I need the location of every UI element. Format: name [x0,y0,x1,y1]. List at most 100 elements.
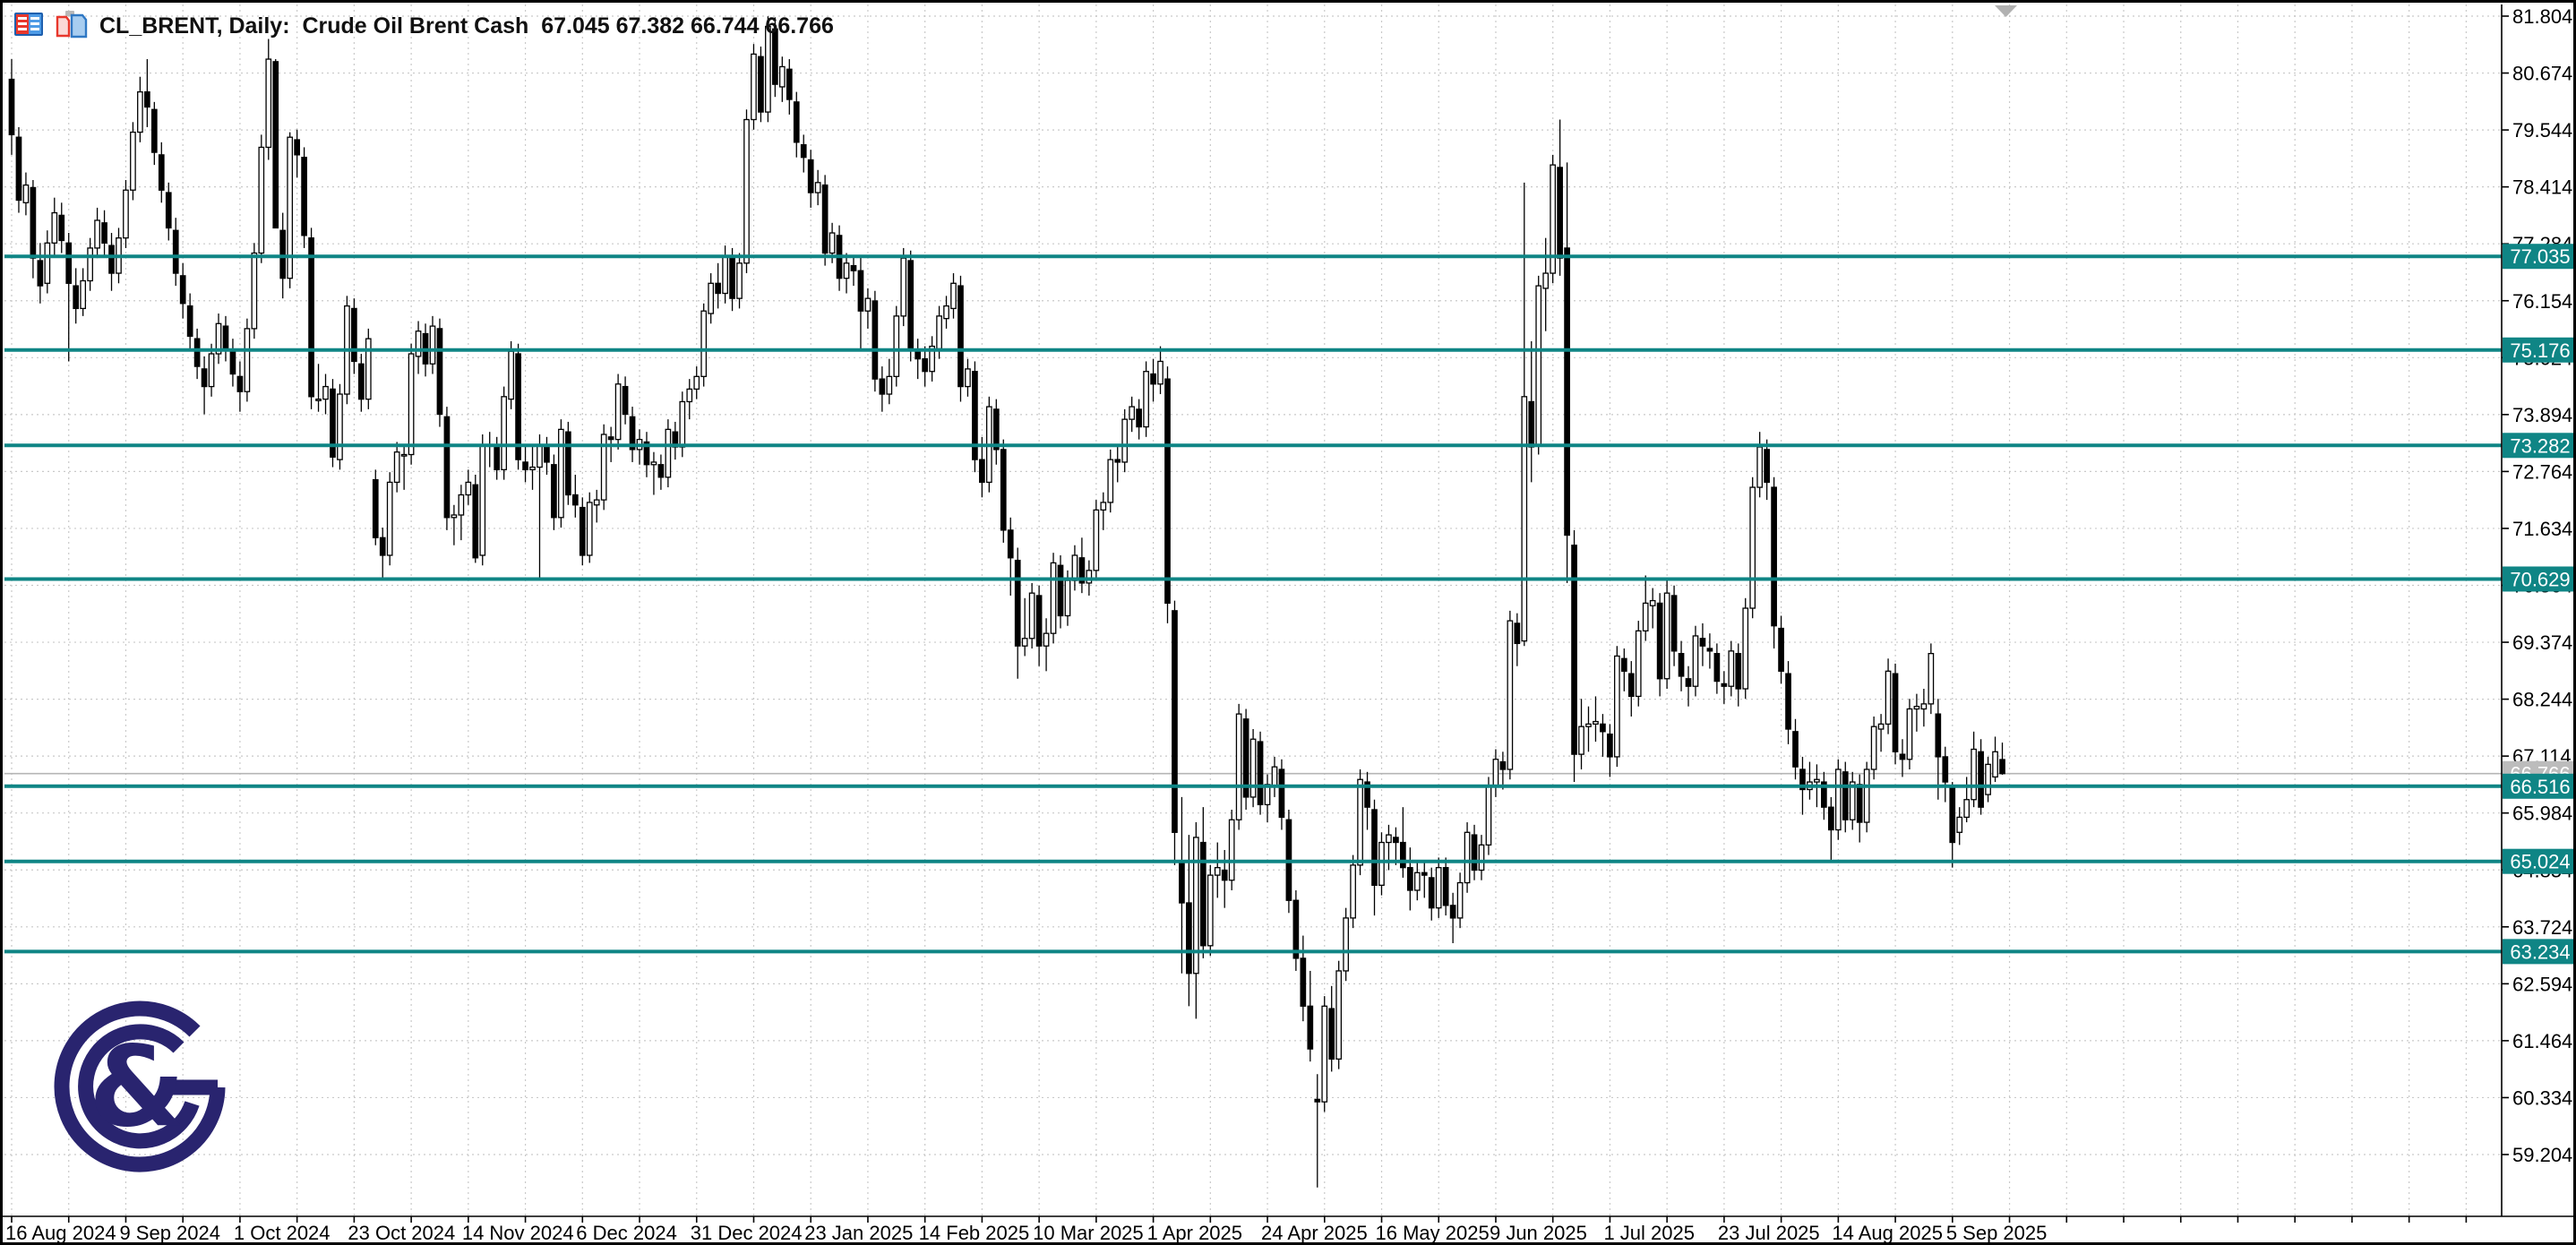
candle [872,290,879,392]
candle [1514,613,1521,666]
candle [907,250,914,362]
candle [943,296,949,329]
candle [1849,771,1856,830]
candle [558,419,564,528]
date-tick-label: 16 Aug 2024 [5,1222,116,1244]
candle [1670,585,1678,666]
candle [1421,863,1428,898]
candle [614,374,622,450]
candle [379,528,386,580]
candle [1307,970,1314,1062]
price-tick-label: 68.244 [2512,689,2572,711]
candle [393,442,400,493]
candle [1428,867,1435,921]
candle [37,243,44,304]
date-tick-label: 6 Dec 2024 [576,1222,677,1244]
price-chart[interactable]: 81.80480.67479.54478.41477.28476.15475.0… [3,3,2576,1245]
price-level-badge-label: 65.024 [2510,851,2570,873]
candle [429,315,436,374]
price-tick-label: 71.634 [2512,518,2572,540]
date-tick-label: 1 Oct 2024 [234,1222,331,1244]
candle [786,59,793,115]
candle [58,202,65,253]
candle [1742,597,1749,700]
candle [357,354,365,412]
candle [1728,640,1735,697]
candle [1235,703,1242,830]
candle [193,328,201,380]
candle [793,91,800,158]
candle [1000,439,1007,543]
candle [1257,731,1264,815]
candle [1021,597,1028,657]
candle [1706,633,1713,669]
svg-text:&: & [89,1023,185,1152]
candle [1164,366,1171,623]
candle [108,233,115,291]
candle [1978,739,1984,815]
price-tick-label: 81.804 [2512,5,2572,28]
candle [593,489,600,523]
candle [1371,799,1378,916]
candle [1100,492,1107,530]
candle [1014,547,1021,679]
price-tick-label: 59.204 [2512,1144,2572,1166]
chart-background [3,3,2573,1242]
chart-title-symbol: CL_BRENT, Daily: Crude Oil Brent Cash 67… [99,13,834,39]
price-level-badge-label: 70.629 [2510,568,2570,590]
candle [1521,182,1528,647]
candle [1842,761,1849,833]
candle [1571,529,1577,783]
candle [1692,625,1699,697]
candle [1721,671,1728,704]
candle [1121,408,1129,473]
candle [1478,835,1485,880]
candle [957,275,964,402]
price-tick-label: 76.154 [2512,290,2572,313]
candle [758,46,764,123]
candle [715,262,721,309]
candle [101,210,107,256]
candle [322,374,329,415]
price-tick-label: 72.764 [2512,460,2572,483]
candle [301,147,307,248]
price-tick-label: 78.414 [2512,176,2572,199]
candle [1778,615,1784,684]
date-tick-label: 31 Dec 2024 [691,1222,803,1244]
candle [8,59,15,155]
chart-shift-marker[interactable] [1995,5,2017,17]
price-level-badge-label: 73.282 [2510,434,2570,457]
quotes-grid-icon [13,11,44,42]
candle [1335,960,1343,1069]
candle [73,268,80,324]
candle [515,343,521,470]
candle [629,407,636,462]
candle [1834,759,1842,840]
candle [1214,842,1221,898]
candle [571,474,579,518]
candle [372,469,379,545]
candle [472,474,479,563]
candle [1771,477,1777,649]
candle [1656,593,1663,697]
candle [972,361,978,473]
candle [1585,706,1592,752]
candle [850,255,857,287]
candle [679,391,686,458]
candle [1328,985,1335,1072]
price-tick-label: 65.984 [2512,803,2572,825]
candle [586,492,593,563]
candle [144,59,150,127]
price-tick-label: 60.334 [2512,1086,2572,1109]
candle [1249,729,1257,808]
candle [1186,835,1192,1007]
candle [1614,646,1620,768]
candle [1564,162,1570,583]
candle [1143,361,1149,437]
candle [150,101,158,166]
candle [1206,864,1214,957]
candle [251,243,258,339]
candle [337,383,343,470]
date-tick-label: 9 Jun 2025 [1490,1222,1587,1244]
candle [1400,807,1406,878]
